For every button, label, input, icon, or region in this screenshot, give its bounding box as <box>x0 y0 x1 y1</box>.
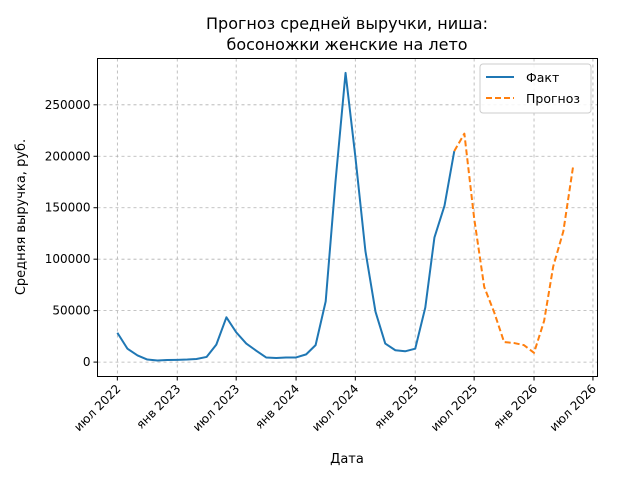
legend-label-fact: Факт <box>526 70 559 85</box>
y-tick-label: 250000 <box>45 98 91 112</box>
y-tick-label: 200000 <box>45 149 91 163</box>
y-tick-label: 0 <box>83 355 91 369</box>
x-tick-label: июл 2023 <box>190 382 242 434</box>
series-lines <box>116 71 575 362</box>
legend: Факт Прогноз <box>479 63 592 114</box>
x-tick-label: июл 2025 <box>428 382 480 434</box>
plot-area-frame <box>97 58 598 377</box>
x-tick-label: янв 2024 <box>252 382 302 432</box>
x-axis-label: Дата <box>330 452 364 467</box>
y-axis-ticks: 0 50000 100000 150000 200000 250000 <box>45 98 98 369</box>
chart-title-line-1: Прогноз средней выручки, ниша: <box>206 14 488 33</box>
series-line-forecast <box>453 132 575 354</box>
x-tick-label: июл 2022 <box>71 382 123 434</box>
x-tick-label: янв 2023 <box>134 382 184 432</box>
x-axis-ticks: июл 2022 янв 2023 июл 2023 янв 2024 июл 2024… <box>71 376 599 434</box>
x-tick-label: июл 2024 <box>309 382 361 434</box>
chart-title-line-2: босоножки женские на лето <box>226 35 467 54</box>
y-tick-label: 100000 <box>45 252 91 266</box>
y-tick-label: 50000 <box>52 304 90 318</box>
series-line-fact <box>116 71 456 362</box>
legend-label-forecast: Прогноз <box>526 91 580 106</box>
x-tick-label: июл 2026 <box>547 382 599 434</box>
y-axis-label: Средняя выручка, руб. <box>14 139 29 295</box>
y-tick-label: 150000 <box>45 201 91 215</box>
x-tick-label: янв 2026 <box>490 382 540 432</box>
x-tick-label: янв 2025 <box>371 382 421 432</box>
grid <box>97 58 598 377</box>
